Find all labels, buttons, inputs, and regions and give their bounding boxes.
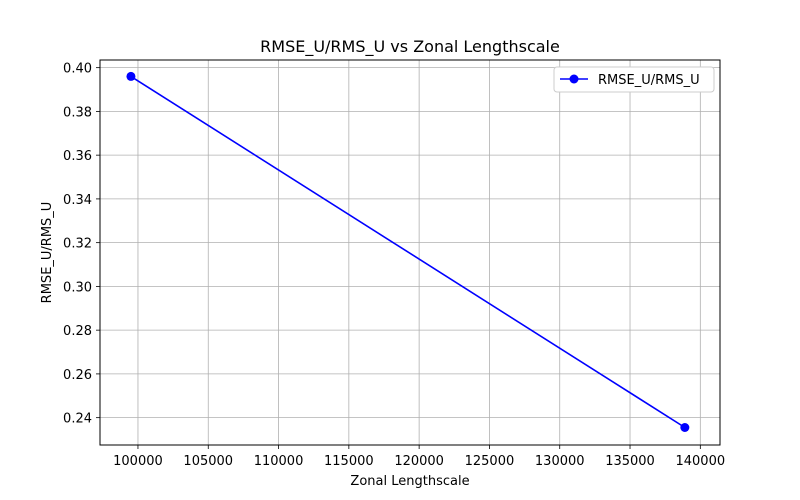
x-axis-ticks: 100000 105000 110000 115000 120000 125000 1300… xyxy=(113,445,725,469)
series-line xyxy=(130,75,686,429)
chart-title: RMSE_U/RMS_U vs Zonal Lengthscale xyxy=(260,37,560,57)
x-tick-label: 110000 xyxy=(254,454,304,469)
y-tick-label: 0.24 xyxy=(63,412,92,427)
x-tick-label: 140000 xyxy=(675,454,725,469)
legend-marker xyxy=(569,74,579,84)
y-axis-ticks: 0.24 0.26 0.28 0.30 0.32 0.34 0.36 0.38 0.40 xyxy=(63,62,100,427)
x-tick-label: 135000 xyxy=(605,454,655,469)
x-tick-label: 105000 xyxy=(183,454,233,469)
y-tick-label: 0.30 xyxy=(63,280,92,295)
y-tick-label: 0.32 xyxy=(63,237,92,252)
legend-label: RMSE_U/RMS_U xyxy=(598,73,700,88)
x-tick-label: 125000 xyxy=(465,454,515,469)
x-tick-label: 120000 xyxy=(394,454,444,469)
y-tick-label: 0.38 xyxy=(63,105,92,120)
y-tick-label: 0.34 xyxy=(63,193,92,208)
x-tick-label: 115000 xyxy=(324,454,374,469)
y-tick-label: 0.26 xyxy=(63,368,92,383)
legend: RMSE_U/RMS_U xyxy=(553,66,715,93)
data-point xyxy=(680,423,690,432)
x-axis-label: Zonal Lengthscale xyxy=(350,474,469,489)
y-tick-label: 0.40 xyxy=(63,62,92,77)
y-tick-label: 0.36 xyxy=(63,149,92,164)
x-tick-label: 100000 xyxy=(113,454,163,469)
y-tick-label: 0.28 xyxy=(63,324,92,339)
plot-frame xyxy=(99,59,721,446)
y-axis-label: RMSE_U/RMS_U xyxy=(40,202,55,304)
x-tick-label: 130000 xyxy=(535,454,585,469)
legend-box xyxy=(553,66,715,93)
grid xyxy=(100,60,720,445)
data-point xyxy=(126,71,136,81)
series-layer xyxy=(126,71,690,432)
